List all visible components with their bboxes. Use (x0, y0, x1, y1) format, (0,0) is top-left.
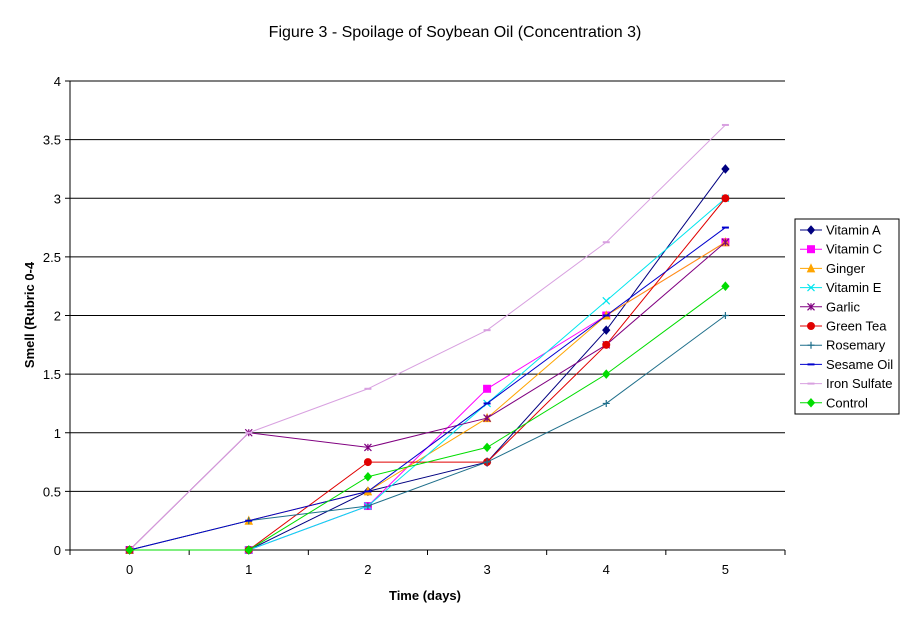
data-point-control (125, 545, 134, 555)
chart-title: Figure 3 - Spoilage of Soybean Oil (Conc… (269, 24, 642, 41)
legend-item-rosemary: Rosemary (800, 338, 886, 353)
data-point-rosemary (483, 458, 491, 466)
data-point-green-tea (721, 194, 730, 203)
series-control (125, 281, 730, 555)
data-point-control (363, 471, 373, 482)
y-axis-title: Smell (Rubric 0-4 (22, 261, 37, 368)
data-point-rosemary (721, 312, 729, 319)
legend-label: Sesame Oil (826, 357, 893, 372)
data-point-rosemary (364, 502, 372, 510)
series-sesame-oil (126, 226, 729, 551)
legend-label: Control (826, 395, 868, 410)
data-point-vitamin-e (602, 296, 611, 305)
data-point-vitamin-c (483, 384, 492, 393)
series-line-control (129, 285, 726, 551)
legend-items: Vitamin A Vitamin C Ginger Vitamin E Garlic G… (800, 223, 893, 410)
x-tick-label: 0 (126, 562, 133, 577)
series-iron-sulfate (126, 123, 729, 551)
legend-marker (806, 263, 816, 273)
series-line-vitamin-c (129, 241, 726, 551)
x-tick-label: 5 (722, 562, 729, 577)
legend-label: Iron Sulfate (826, 376, 893, 391)
y-tick-label: 3.5 (43, 133, 61, 148)
y-tick-label: 4 (54, 74, 61, 89)
legend-label: Vitamin E (826, 280, 882, 295)
data-point-green-tea (602, 340, 611, 349)
legend-item-iron-sulfate: Iron Sulfate (800, 376, 893, 391)
legend-marker (807, 245, 815, 254)
y-tick-label: 3 (54, 191, 61, 206)
y-tick-label: 2 (54, 309, 61, 324)
legend-marker (807, 302, 815, 311)
data-point-control (482, 442, 492, 453)
x-tick-label: 2 (364, 562, 371, 577)
legend-item-vitamin-a: Vitamin A (800, 223, 881, 238)
legend-item-vitamin-c: Vitamin C (800, 242, 882, 257)
legend-marker (807, 341, 815, 349)
series-lines (125, 123, 730, 555)
x-tick-label: 4 (603, 562, 610, 577)
legend-label: Vitamin A (826, 223, 881, 238)
data-point-garlic (363, 443, 372, 452)
data-point-garlic (721, 238, 730, 247)
data-point-control (244, 545, 253, 555)
data-point-vitamin-a (602, 325, 611, 335)
legend-item-sesame-oil: Sesame Oil (800, 357, 893, 372)
y-tick-label: 2.5 (43, 250, 61, 265)
legend-marker (806, 398, 816, 408)
data-point-garlic (483, 414, 492, 423)
legend-item-green-tea: Green Tea (800, 319, 887, 334)
legend-marker (807, 322, 815, 330)
x-tick-labels: 0 1 2 3 4 5 (126, 562, 729, 577)
series-line-ginger (129, 241, 726, 551)
legend: Vitamin A Vitamin C Ginger Vitamin E Garlic G… (794, 218, 900, 415)
data-point-vitamin-a (721, 164, 730, 174)
data-point-control (602, 369, 611, 379)
legend-label: Vitamin C (826, 242, 882, 257)
data-point-green-tea (363, 458, 372, 467)
legend-item-control: Control (800, 395, 868, 410)
series-ginger (125, 237, 730, 554)
legend-label: Rosemary (826, 338, 886, 353)
y-tick-label: 0 (54, 543, 61, 558)
legend-label: Garlic (826, 299, 860, 314)
legend-label: Ginger (826, 261, 866, 276)
series-line-sesame-oil (129, 227, 726, 551)
series-line-iron-sulfate (129, 124, 726, 551)
legend-marker (806, 225, 816, 235)
data-point-rosemary (602, 399, 610, 407)
y-tick-labels: 0 0.5 1 1.5 2 2.5 3 3.5 4 (43, 74, 61, 558)
y-tick-label: 1.5 (43, 367, 61, 382)
x-tick-label: 3 (483, 562, 490, 577)
legend-item-vitamin-e: Vitamin E (800, 280, 882, 295)
legend-item-ginger: Ginger (800, 261, 866, 276)
legend-marker (807, 283, 815, 292)
series-line-garlic (129, 241, 726, 551)
legend-label: Green Tea (826, 319, 887, 334)
y-tick-label: 1 (54, 426, 61, 441)
legend-item-garlic: Garlic (800, 299, 860, 314)
y-tick-label: 0.5 (43, 484, 61, 499)
data-point-control (721, 281, 730, 291)
x-tick-label: 1 (245, 562, 252, 577)
gridlines (65, 80, 785, 551)
x-axis-title: Time (days) (389, 588, 461, 603)
